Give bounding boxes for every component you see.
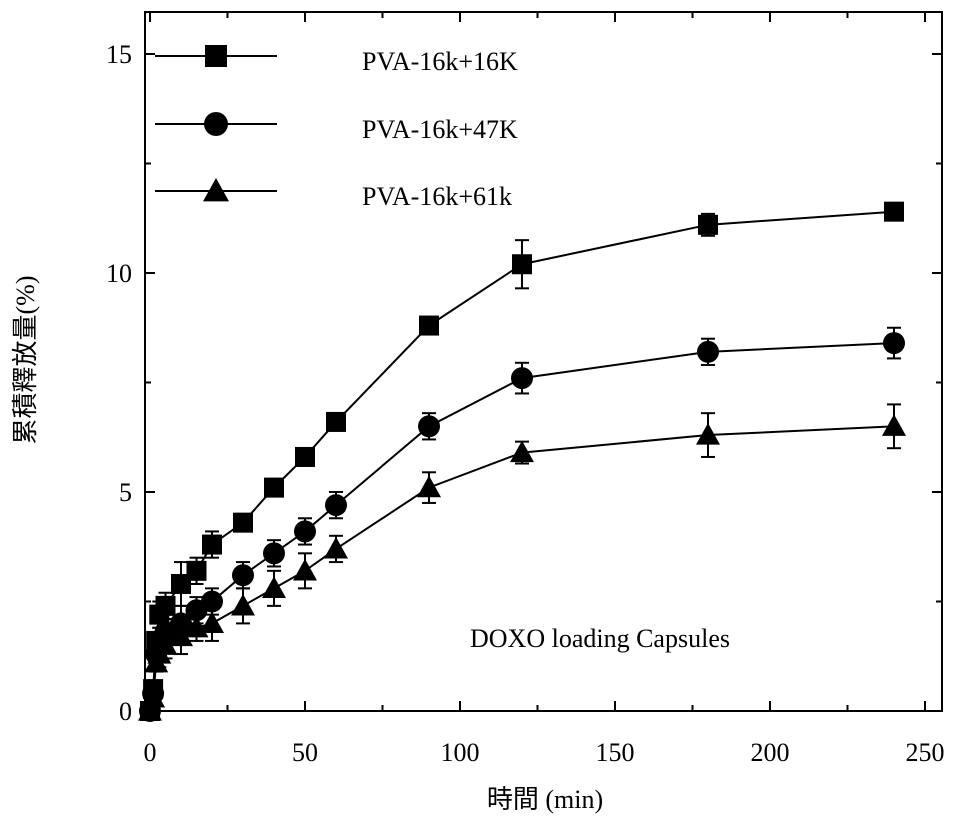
- data-point: [512, 254, 532, 275]
- legend-label: PVA-16k+16K: [362, 47, 518, 76]
- x-tick-label: 200: [751, 738, 790, 767]
- legend-label: PVA-16k+61k: [362, 182, 512, 211]
- data-point: [417, 475, 441, 498]
- data-point: [326, 411, 346, 432]
- data-point: [325, 494, 347, 517]
- data-point: [882, 414, 906, 436]
- x-axis-label: 時間 (min): [487, 785, 603, 814]
- data-point: [186, 560, 207, 581]
- series-line: [149, 425, 895, 712]
- y-tick-label: 5: [119, 478, 132, 507]
- x-tick-label: 50: [292, 738, 318, 767]
- data-point: [293, 558, 317, 581]
- legend-marker-square: [205, 45, 227, 67]
- plot-frame: [144, 11, 943, 712]
- data-point: [171, 573, 191, 594]
- x-tick-label: 0: [144, 738, 157, 767]
- data-point: [232, 564, 254, 587]
- data-point: [294, 520, 316, 543]
- series-triangle: [138, 403, 906, 721]
- data-point: [263, 542, 285, 565]
- data-point: [141, 685, 166, 708]
- chart-annotation: DOXO loading Capsules: [470, 624, 730, 653]
- series-layer: [138, 201, 906, 722]
- data-point: [231, 593, 255, 616]
- y-axis-label: 累積釋放量(%): [11, 276, 40, 445]
- data-point: [511, 367, 533, 390]
- data-point: [233, 512, 253, 533]
- data-point: [262, 576, 286, 598]
- y-tick-label: 10: [106, 259, 132, 288]
- x-tick-label: 150: [596, 738, 635, 767]
- data-point: [200, 611, 224, 633]
- data-point: [419, 315, 439, 336]
- data-point: [698, 214, 718, 235]
- series-circle: [139, 326, 905, 722]
- data-point: [883, 332, 905, 355]
- data-point: [264, 477, 284, 498]
- data-point: [201, 590, 223, 613]
- data-point: [169, 624, 193, 647]
- x-tick-label: 250: [906, 738, 945, 767]
- data-point: [418, 415, 440, 438]
- data-point: [696, 423, 720, 445]
- legend-marker-triangle: [203, 178, 229, 202]
- data-point: [138, 699, 162, 721]
- data-point: [324, 536, 348, 559]
- data-point: [155, 595, 176, 616]
- x-tick-label: 100: [441, 738, 480, 767]
- y-tick-label: 15: [106, 40, 132, 69]
- data-point: [884, 201, 904, 222]
- data-point: [153, 633, 178, 655]
- series-line: [149, 342, 895, 712]
- data-point: [202, 534, 222, 555]
- legend-label: PVA-16k+47K: [362, 115, 518, 144]
- data-point: [510, 440, 534, 463]
- data-point: [295, 446, 315, 467]
- legend-marker-circle: [204, 112, 228, 136]
- legend: PVA-16k+16K PVA-16k+47K PVA-16k+61k: [155, 45, 518, 211]
- data-point: [697, 340, 719, 363]
- plot-axes: 0 50 100 150 200 250 0 5 10 15: [106, 11, 945, 767]
- y-tick-label: 0: [119, 697, 132, 726]
